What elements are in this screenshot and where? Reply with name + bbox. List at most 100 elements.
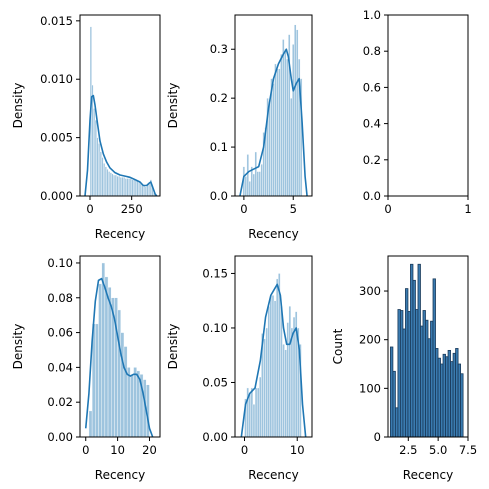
histogram-bar xyxy=(88,410,93,438)
kde-curve xyxy=(239,48,308,197)
kde-curve xyxy=(84,277,154,438)
histogram-bar xyxy=(103,163,106,197)
y-tick-label: 0.10 xyxy=(47,256,73,270)
kde-curve xyxy=(84,94,158,197)
histogram-bar xyxy=(124,178,127,197)
x-tick-label: 0 xyxy=(384,202,391,216)
histogram-bar xyxy=(123,177,126,197)
y-tick-label: 0.05 xyxy=(202,375,228,389)
y-tick-label: 0.8 xyxy=(363,44,381,58)
y-tick-label: 0.10 xyxy=(202,321,228,335)
histogram-bar xyxy=(111,173,114,197)
y-tick-label: 0.000 xyxy=(40,189,73,203)
histogram-bar xyxy=(119,177,122,197)
axes-frame xyxy=(387,14,469,197)
histogram-bar xyxy=(133,179,136,197)
y-tick-label: 100 xyxy=(359,381,381,395)
histogram-bar xyxy=(106,168,109,197)
histogram-bar xyxy=(244,176,248,197)
histogram-bar xyxy=(143,185,146,197)
histogram-bar xyxy=(258,171,261,197)
histogram-bar xyxy=(101,157,104,197)
x-tick-label: 0 xyxy=(86,202,93,216)
axes-frame xyxy=(234,255,313,438)
y-tick-label: 0.06 xyxy=(47,326,73,340)
histogram-bar xyxy=(114,174,117,197)
x-tick-label: 0 xyxy=(241,443,248,457)
y-tick-label: 0.6 xyxy=(363,80,381,94)
x-tick-label: 1 xyxy=(464,202,471,216)
histogram-bar xyxy=(104,276,109,438)
histogram-bar xyxy=(126,178,129,197)
histogram-bar xyxy=(126,367,131,438)
y-axis-label: Density xyxy=(11,324,25,370)
y-axis-label: Count xyxy=(331,328,345,364)
histogram-bar xyxy=(271,295,275,438)
histogram-bar xyxy=(109,172,112,197)
histogram-bar xyxy=(130,374,134,438)
histogram-bar xyxy=(252,173,255,197)
y-axis-label: Density xyxy=(166,83,180,129)
y-tick-label: 0.005 xyxy=(40,131,73,145)
histogram-bar xyxy=(259,376,262,438)
histogram-bar xyxy=(93,108,96,197)
histogram-bar xyxy=(284,49,287,197)
histogram-bar xyxy=(460,373,464,438)
histogram-bar xyxy=(282,344,285,438)
axes-frame xyxy=(387,255,469,438)
histogram-bar xyxy=(134,180,137,197)
histogram-bar xyxy=(280,305,283,438)
histogram-bar xyxy=(117,309,121,438)
subplot-row2-col1: 0 10 20 0.00 0.02 0.04 0.06 0.08 0.10 Recency Dens… xyxy=(11,255,161,482)
histogram-bar xyxy=(294,24,297,197)
histogram-bar xyxy=(278,68,281,197)
x-tick-label: 10 xyxy=(110,443,125,457)
histogram-bar xyxy=(282,39,285,197)
kde-curve xyxy=(240,283,307,438)
histogram-bar xyxy=(96,137,99,197)
histogram-bar xyxy=(286,58,289,197)
x-tick-label: 5 xyxy=(290,202,297,216)
histogram-bar xyxy=(254,151,257,197)
x-tick-label: 0 xyxy=(82,443,89,457)
y-tick-label: 1.0 xyxy=(363,8,381,22)
histogram-bar xyxy=(267,305,271,438)
histogram-bar xyxy=(280,53,283,197)
histogram-bar xyxy=(250,387,254,438)
x-tick-label: 2.5 xyxy=(399,443,417,457)
histogram-bar xyxy=(144,186,147,197)
histogram-bar xyxy=(248,393,252,438)
y-tick-label: 0.0 xyxy=(210,189,228,203)
y-tick-label: 0.1 xyxy=(210,140,228,154)
y-tick-label: 0.4 xyxy=(363,117,381,131)
x-tick-label: 0 xyxy=(240,202,247,216)
x-tick-label: 5.0 xyxy=(429,443,447,457)
histogram-bar xyxy=(108,171,111,197)
y-tick-label: 200 xyxy=(359,333,381,347)
histogram-bar xyxy=(288,305,292,438)
x-tick-label: 250 xyxy=(121,202,143,216)
histogram-bar xyxy=(116,175,119,197)
y-tick-label: 0.00 xyxy=(202,430,228,444)
histogram-bar xyxy=(131,179,134,197)
histogram-bar xyxy=(129,178,132,197)
histogram-bar xyxy=(133,367,137,438)
histogram-bar xyxy=(123,346,128,438)
histogram-bar xyxy=(136,180,139,197)
y-tick-label: 300 xyxy=(359,284,381,298)
subplot-row2-col2: 0 10 0.00 0.05 0.10 0.15 Recency Density xyxy=(166,255,313,482)
histogram-bar xyxy=(139,182,142,197)
histogram-bar xyxy=(107,287,112,438)
axes-frame xyxy=(79,255,161,438)
histogram-bar xyxy=(272,83,275,197)
y-tick-label: 0.02 xyxy=(47,395,73,409)
histogram-bar xyxy=(118,175,121,197)
histogram-bar xyxy=(273,300,277,438)
histogram-bar xyxy=(254,387,258,438)
x-axis-label: Recency xyxy=(403,468,453,482)
histogram-bar xyxy=(95,323,99,438)
subplot-row1-col2: 0 5 0.0 0.1 0.2 0.3 Recency Density xyxy=(166,14,313,241)
subplot-row1-col3: 0 1 0.0 0.2 0.4 0.6 0.8 1.0 xyxy=(363,8,472,216)
histogram-bar xyxy=(252,404,256,438)
